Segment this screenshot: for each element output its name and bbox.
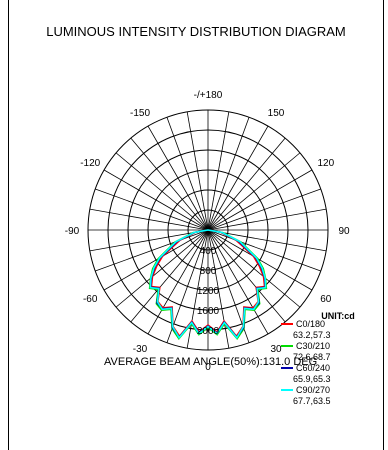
grid-spoke bbox=[207, 229, 286, 323]
angle-tick-label: 150 bbox=[268, 108, 285, 119]
grid-spoke bbox=[207, 125, 269, 231]
series-curve-C90-270 bbox=[149, 229, 267, 340]
legend: UNIT:cdC0/18063.2,57.3C30/21072.6,68.7C6… bbox=[281, 311, 355, 406]
legend-series-name: C0/180 bbox=[296, 319, 325, 329]
radial-tick-label: 400 bbox=[200, 246, 217, 257]
legend-series-name: C90/270 bbox=[296, 385, 330, 395]
angle-tick-label: -150 bbox=[130, 108, 150, 119]
grid-spoke bbox=[207, 117, 250, 231]
grid-spoke bbox=[166, 229, 209, 343]
grid-spoke bbox=[103, 169, 209, 231]
angle-tick-label: 90 bbox=[338, 226, 350, 237]
grid-spoke bbox=[207, 229, 230, 349]
angle-tick-label: 120 bbox=[317, 158, 334, 169]
legend-beam-values: 63.2,57.3 bbox=[293, 330, 331, 340]
angle-tick-label: 60 bbox=[320, 294, 332, 305]
grid-spoke bbox=[207, 229, 301, 308]
grid-spoke bbox=[207, 229, 327, 252]
angle-tick-label: -90 bbox=[65, 226, 80, 237]
legend-beam-values: 67.7,63.5 bbox=[293, 396, 331, 406]
grid-spoke bbox=[103, 229, 209, 291]
frame-right-border bbox=[383, 0, 384, 450]
grid-spoke bbox=[207, 229, 269, 335]
grid-spoke bbox=[207, 229, 321, 272]
radial-tick-label: 1200 bbox=[197, 286, 220, 297]
polar-grid bbox=[87, 109, 329, 351]
grid-spoke bbox=[95, 188, 209, 231]
grid-spoke bbox=[89, 229, 209, 252]
radial-tick-label: 2000 bbox=[197, 326, 220, 337]
radial-tick-label: 1600 bbox=[197, 306, 220, 317]
legend-series-name: C30/210 bbox=[296, 341, 330, 351]
grid-spoke bbox=[207, 208, 327, 231]
grid-spoke bbox=[166, 117, 209, 231]
angle-tick-label: 30 bbox=[270, 344, 282, 355]
legend-beam-values: 72.6,68.7 bbox=[293, 352, 331, 362]
grid-spoke bbox=[186, 229, 209, 349]
grid-spoke bbox=[186, 111, 209, 231]
grid-spoke bbox=[89, 208, 209, 231]
angle-tick-label: -/+180 bbox=[194, 90, 223, 101]
intensity-curves bbox=[148, 229, 268, 340]
angle-tick-label: 0 bbox=[205, 362, 211, 373]
radial-tick-label: 800 bbox=[200, 266, 217, 277]
chart-title: LUMINOUS INTENSITY DISTRIBUTION DIAGRAM bbox=[46, 24, 346, 39]
grid-spoke bbox=[115, 229, 209, 308]
grid-spoke bbox=[130, 137, 209, 231]
legend-series-name: C60/240 bbox=[296, 363, 330, 373]
grid-spoke bbox=[207, 188, 321, 231]
angle-tick-label: -60 bbox=[83, 294, 98, 305]
grid-spoke bbox=[147, 229, 209, 335]
grid-spoke bbox=[207, 229, 313, 291]
angle-tick-label: -120 bbox=[80, 158, 100, 169]
frame-left-border bbox=[8, 0, 9, 450]
grid-spoke bbox=[207, 111, 230, 231]
angle-tick-label: -30 bbox=[133, 344, 148, 355]
grid-spoke bbox=[147, 125, 209, 231]
grid-spoke bbox=[130, 229, 209, 323]
beam-angle-label: AVERAGE BEAM ANGLE(50%):131.0 DEG bbox=[104, 356, 317, 368]
grid-spoke bbox=[207, 169, 313, 231]
legend-beam-values: 65.9,65.3 bbox=[293, 374, 331, 384]
tick-labels: -/+180 150 120 90 60 30 0 -30 -60 -90 -120 -150 400 8… bbox=[65, 90, 350, 373]
grid-spoke bbox=[95, 229, 209, 272]
grid-spoke bbox=[207, 137, 286, 231]
grid-spoke bbox=[207, 152, 301, 231]
grid-spoke bbox=[207, 229, 250, 343]
grid-spoke bbox=[115, 152, 209, 231]
unit-label: UNIT:cd bbox=[321, 311, 355, 321]
